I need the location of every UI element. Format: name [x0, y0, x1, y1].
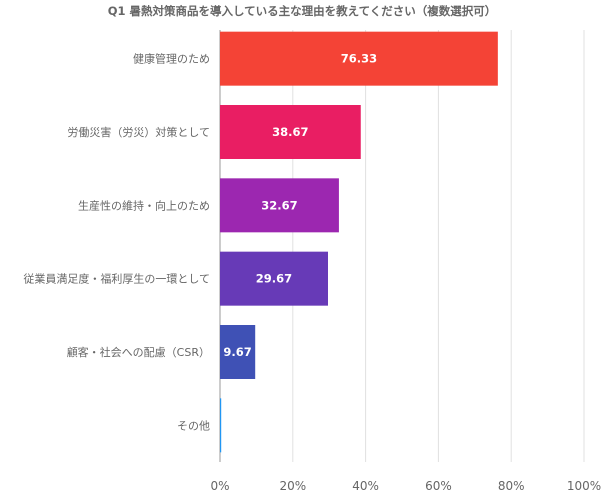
chart-title: Q1 暑熱対策商品を導入している主な理由を教えてください（複数選択可）: [107, 4, 497, 18]
data-label: 32.67: [261, 198, 297, 212]
data-label: 29.67: [256, 272, 292, 286]
x-tick-label: 20%: [279, 479, 306, 493]
data-label: 9.67: [223, 345, 251, 359]
x-tick-label: 40%: [352, 479, 379, 493]
bar: [220, 178, 339, 233]
category-label: 生産性の維持・向上のため: [78, 198, 210, 212]
bar: [220, 251, 328, 306]
x-tick-label: 100%: [567, 479, 601, 493]
bar: [220, 31, 498, 86]
data-label: 38.67: [272, 125, 308, 139]
x-tick-label: 80%: [498, 479, 525, 493]
bar: [220, 325, 256, 379]
bar: [220, 105, 361, 159]
category-label: 顧客・社会への配慮（CSR）: [67, 345, 210, 359]
category-label: 労働災害（労災）対策として: [67, 125, 210, 139]
x-tick-label: 60%: [425, 479, 452, 493]
bar: [220, 398, 222, 453]
category-label: 従業員満足度・福利厚生の一環として: [23, 272, 210, 286]
x-tick-label: 0%: [210, 479, 229, 493]
category-label: その他: [177, 419, 210, 432]
category-label: 健康管理のため: [133, 52, 210, 66]
data-label: 76.33: [341, 52, 377, 66]
